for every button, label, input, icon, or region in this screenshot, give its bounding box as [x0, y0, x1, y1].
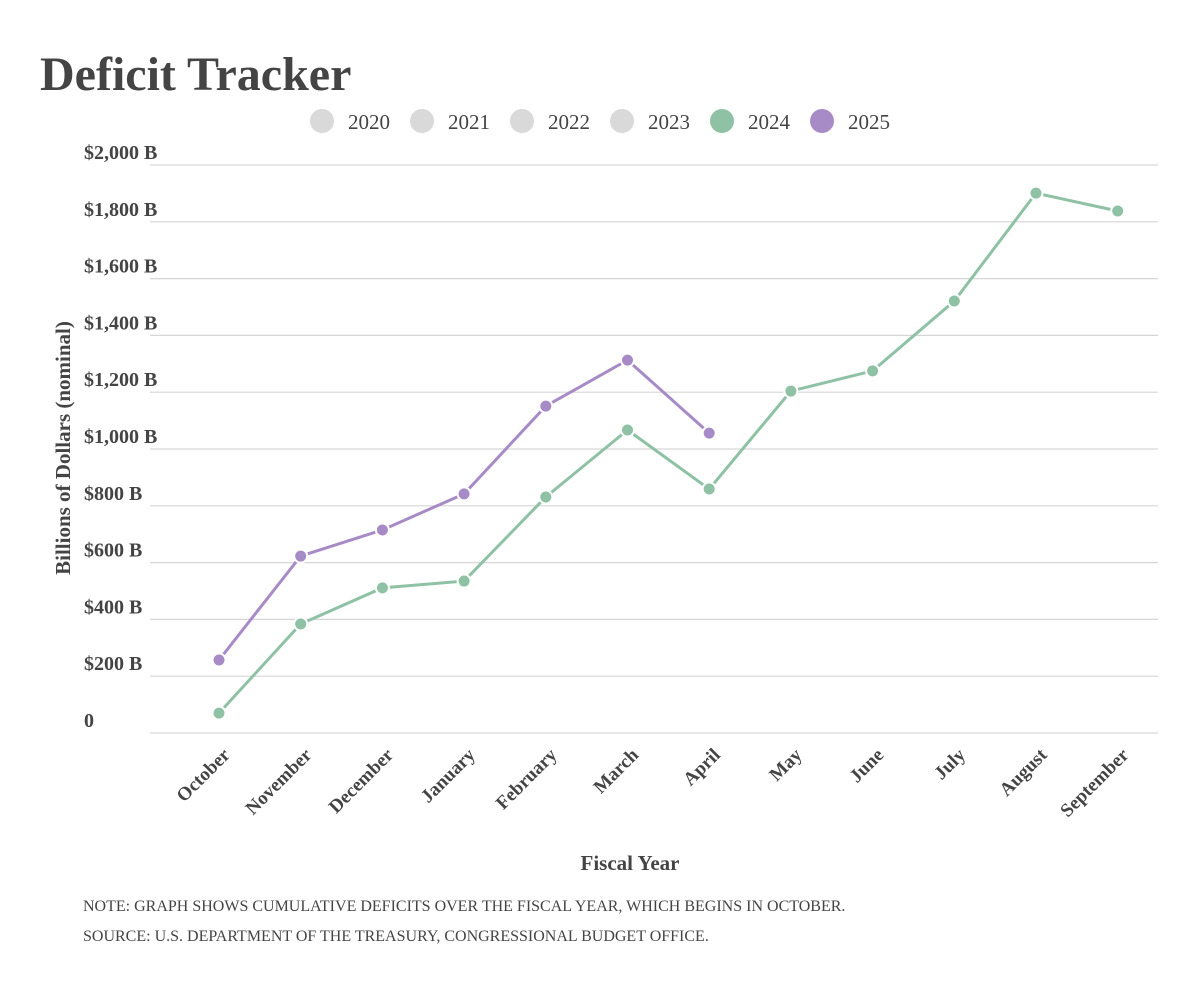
- x-tick-label: June: [846, 745, 888, 787]
- y-tick-label: $400 B: [84, 596, 142, 618]
- x-tick-label: May: [765, 744, 806, 785]
- x-tick-label: August: [996, 744, 1052, 800]
- note: SOURCE: U.S. DEPARTMENT OF THE TREASURY,…: [83, 928, 709, 945]
- x-tick-label: March: [590, 744, 644, 798]
- y-tick-label: $1,600 B: [84, 256, 157, 278]
- y-tick-label: 0: [84, 710, 94, 732]
- legend-label: 2025: [848, 110, 890, 134]
- y-tick-label: $2,000 B: [84, 142, 157, 164]
- legend-swatch: [610, 109, 634, 133]
- data-point: [374, 522, 390, 538]
- x-tick-label: September: [1056, 744, 1133, 821]
- legend-label: 2022: [548, 110, 590, 134]
- legend-swatch: [810, 109, 834, 133]
- legend-label: 2020: [348, 110, 390, 134]
- legend-swatch: [310, 109, 334, 133]
- y-tick-label: $1,400 B: [84, 312, 157, 334]
- data-point: [701, 425, 717, 441]
- legend-label: 2023: [648, 110, 690, 134]
- y-tick-label: $800 B: [84, 483, 142, 505]
- data-point: [783, 383, 799, 399]
- x-tick-label: July: [930, 744, 970, 784]
- x-tick-label: December: [325, 744, 398, 817]
- x-tick-label: November: [242, 744, 317, 819]
- data-point: [211, 652, 227, 668]
- y-tick-label: $600 B: [84, 540, 142, 562]
- y-tick-label: $200 B: [84, 653, 142, 675]
- data-point: [538, 398, 554, 414]
- data-point: [211, 705, 227, 721]
- data-point: [538, 489, 554, 505]
- data-point: [1110, 203, 1126, 219]
- data-point: [456, 486, 472, 502]
- data-point: [701, 481, 717, 497]
- y-axis-title: Billions of Dollars (nominal): [51, 321, 75, 575]
- legend-swatch: [510, 109, 534, 133]
- data-point: [1028, 185, 1044, 201]
- x-tick-label: February: [492, 744, 562, 814]
- x-tick-label: April: [679, 745, 724, 790]
- y-tick-label: $1,800 B: [84, 199, 157, 221]
- data-point: [293, 616, 309, 632]
- series-line: [217, 191, 1119, 715]
- data-point: [865, 363, 881, 379]
- data-point: [946, 293, 962, 309]
- data-point: [374, 580, 390, 596]
- data-point: [293, 548, 309, 564]
- x-tick-label: January: [417, 744, 480, 807]
- x-tick-label: October: [173, 744, 235, 806]
- data-point: [456, 573, 472, 589]
- legend-swatch: [710, 109, 734, 133]
- x-axis-title: Fiscal Year: [581, 851, 680, 875]
- data-point: [620, 352, 635, 368]
- series-line: [217, 358, 711, 661]
- data-point: [620, 422, 635, 438]
- legend-label: 2021: [448, 110, 490, 134]
- chart-title: Deficit Tracker: [40, 48, 351, 101]
- legend-label: 2024: [748, 110, 791, 134]
- y-tick-label: $1,000 B: [84, 426, 157, 448]
- note: NOTE: GRAPH SHOWS CUMULATIVE DEFICITS OV…: [83, 898, 845, 915]
- legend-swatch: [410, 109, 434, 133]
- y-tick-label: $1,200 B: [84, 369, 157, 391]
